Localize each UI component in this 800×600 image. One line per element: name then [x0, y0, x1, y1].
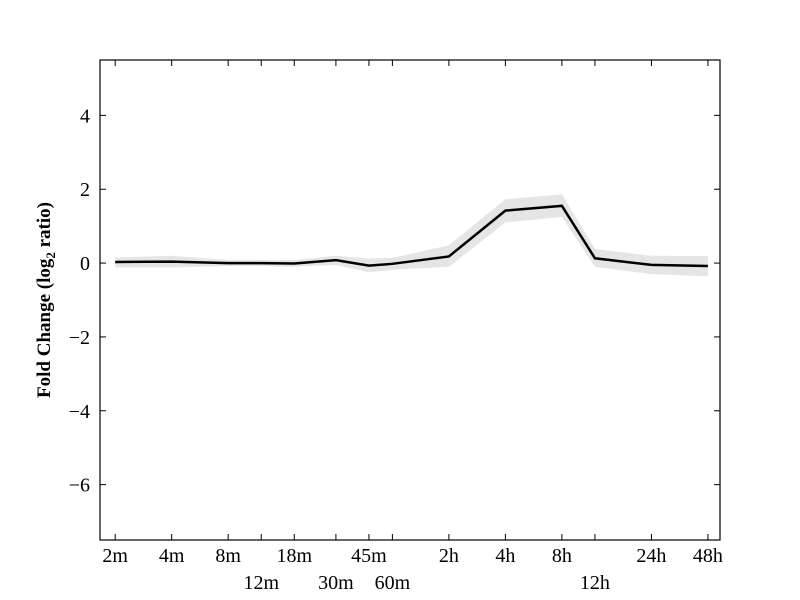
y-tick-label: −4: [69, 401, 90, 423]
x-tick-label: 48h: [693, 545, 723, 567]
x-tick-label: 60m: [375, 572, 411, 594]
x-tick-label: 8h: [552, 545, 572, 567]
y-tick-label: −2: [69, 327, 90, 349]
series-line: [115, 204, 708, 268]
x-tick-label: 24h: [636, 545, 666, 567]
x-tick-label: 4h: [495, 545, 515, 567]
x-tick-label: 2m: [102, 545, 128, 567]
y-tick-label: 4: [80, 105, 90, 127]
y-tick-label: −6: [69, 475, 90, 497]
x-tick-label: 4m: [159, 545, 185, 567]
x-tick-label: 45m: [351, 545, 387, 567]
y-axis-label: Fold Change (log2 ratio): [34, 202, 58, 398]
x-tick-label: 30m: [318, 572, 354, 594]
x-tick-label: 18m: [276, 545, 312, 567]
confidence-band: [115, 194, 708, 277]
plot-frame: [99, 59, 721, 541]
x-tick-label: 2h: [439, 545, 459, 567]
x-tick-label: 8m: [215, 545, 241, 567]
y-tick-label: 0: [80, 253, 90, 275]
y-tick-label: 2: [80, 179, 90, 201]
x-tick-label: 12h: [580, 572, 610, 594]
x-tick-label: 12m: [243, 572, 279, 594]
